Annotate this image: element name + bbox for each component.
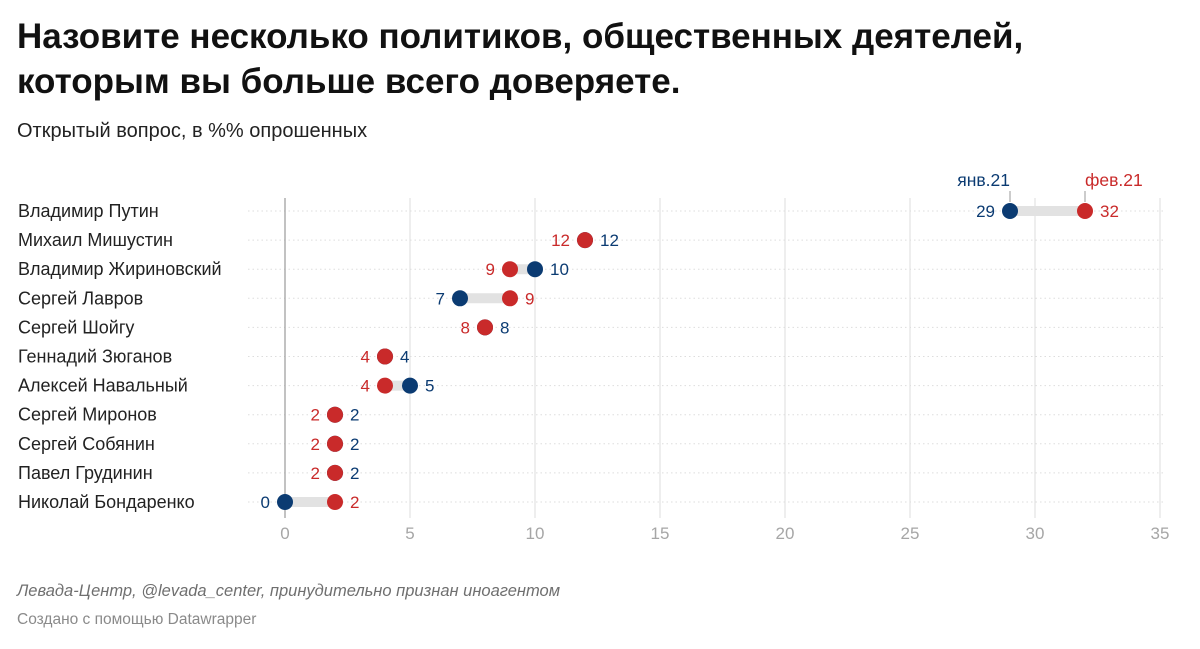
row-label: Павел Грудинин: [18, 463, 153, 483]
feb-dot: [477, 319, 493, 336]
x-tick-label: 25: [901, 524, 920, 543]
feb-dot: [327, 435, 343, 452]
chart-title: Назовите несколько политиков, общественн…: [17, 17, 1024, 101]
feb-dot: [377, 348, 393, 365]
feb-value-label: 32: [1100, 202, 1119, 221]
feb-value-label: 4: [361, 348, 370, 367]
feb-value-label: 12: [551, 231, 570, 250]
feb-value-label: 2: [311, 464, 320, 483]
x-tick-label: 0: [280, 524, 289, 543]
row-label: Сергей Собянин: [18, 434, 155, 454]
jan-dot: [277, 494, 293, 510]
jan-value-label: 2: [350, 435, 359, 454]
legend-jan: янв.21: [957, 170, 1010, 190]
feb-value-label: 2: [311, 435, 320, 454]
feb-dot: [502, 290, 518, 307]
jan-value-label: 5: [425, 377, 434, 396]
source-note: Левада-Центр, @levada_center, принудител…: [17, 582, 561, 600]
chart-subtitle: Открытый вопрос, в %% опрошенных: [17, 120, 368, 142]
feb-dot: [577, 232, 593, 249]
x-tick-label: 15: [651, 524, 670, 543]
feb-dot: [327, 464, 343, 481]
jan-value-label: 29: [976, 202, 995, 221]
feb-value-label: 2: [311, 406, 320, 425]
row-label: Сергей Миронов: [18, 405, 157, 425]
jan-dot: [527, 261, 543, 278]
row-label: Геннадий Зюганов: [18, 347, 172, 367]
feb-value-label: 9: [486, 260, 495, 279]
feb-value-label: 4: [361, 377, 370, 396]
feb-value-label: 2: [350, 493, 359, 512]
jan-value-label: 10: [550, 260, 569, 279]
jan-value-label: 2: [350, 464, 359, 483]
x-tick-label: 30: [1026, 524, 1045, 543]
x-tick-label: 20: [776, 524, 795, 543]
feb-dot: [502, 261, 518, 278]
x-tick-label: 5: [405, 524, 414, 543]
row-label: Сергей Лавров: [18, 288, 143, 308]
feb-dot: [327, 406, 343, 423]
jan-value-label: 8: [500, 318, 509, 337]
x-tick-label: 35: [1151, 524, 1170, 543]
jan-value-label: 0: [261, 493, 270, 512]
jan-value-label: 12: [600, 231, 619, 250]
feb-value-label: 9: [525, 289, 534, 308]
row-label: Сергей Шойгу: [18, 317, 134, 337]
row-label: Николай Бондаренко: [18, 492, 195, 512]
jan-value-label: 2: [350, 406, 359, 425]
row-label: Алексей Навальный: [18, 376, 188, 396]
jan-value-label: 4: [400, 348, 409, 367]
jan-dot: [452, 290, 468, 307]
row-label: Владимир Жириновский: [18, 259, 222, 279]
jan-dot: [402, 377, 418, 394]
feb-value-label: 8: [461, 318, 470, 337]
feb-dot: [1077, 203, 1093, 219]
feb-dot: [327, 494, 343, 510]
x-tick-label: 10: [526, 524, 545, 543]
credit-note: Создано с помощью Datawrapper: [17, 611, 257, 628]
row-label: Владимир Путин: [18, 201, 159, 221]
row-label: Михаил Мишустин: [18, 230, 173, 250]
feb-dot: [377, 377, 393, 394]
jan-value-label: 7: [436, 289, 445, 308]
jan-dot: [1002, 203, 1018, 219]
legend-feb: фев.21: [1085, 170, 1143, 190]
